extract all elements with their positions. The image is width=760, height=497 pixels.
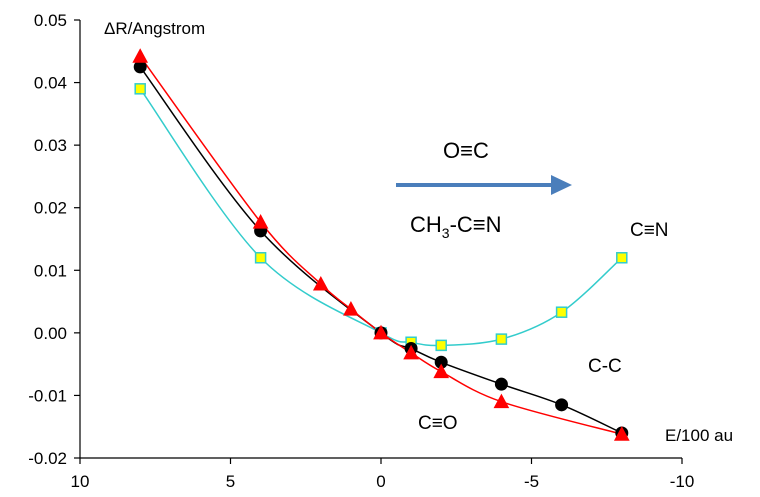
- x-tick-label: 5: [226, 472, 235, 491]
- series-line-co: [139, 55, 622, 435]
- point-cn: [555, 306, 568, 318]
- point-cn: [616, 252, 628, 264]
- series-label-cc: C-C: [588, 356, 622, 377]
- ticks: 10 5 0 -5 -10 -0.02 -0.01 0.00 0.01 0.02 0.03 0.04 0…: [28, 11, 694, 491]
- x-tick-label: 10: [71, 472, 90, 491]
- y-tick-label: -0.01: [28, 386, 67, 405]
- point-co: [493, 393, 510, 409]
- point-co: [403, 344, 419, 360]
- point-cc: [555, 398, 569, 412]
- point-cn: [495, 333, 508, 345]
- point-co: [343, 301, 359, 316]
- y-tick-label: 0.04: [34, 74, 67, 93]
- x-tick-label: 0: [376, 472, 385, 491]
- direction-arrow-head: [551, 175, 572, 195]
- series-label-cn: C≡N: [630, 220, 669, 241]
- x-axis-title: E/100 au: [665, 426, 733, 445]
- series-line-cc: [139, 66, 623, 434]
- point-cn: [254, 252, 267, 264]
- point-co: [433, 363, 450, 379]
- point-co: [613, 426, 630, 441]
- point-co: [373, 324, 389, 340]
- series-label-co: C≡O: [418, 413, 458, 434]
- annotation-ch3-c-triple-n: CH3-C≡N: [410, 212, 502, 241]
- y-tick-label: 0.02: [34, 199, 67, 218]
- y-tick-label: -0.02: [28, 449, 67, 468]
- y-tick-label: 0.05: [34, 11, 67, 30]
- point-co: [132, 48, 149, 63]
- point-co: [312, 275, 329, 291]
- plot-area: [79, 20, 682, 459]
- y-axis-title: ΔR/Angstrom: [104, 19, 205, 38]
- series-line-cn: [139, 88, 623, 347]
- point-cc: [494, 377, 508, 391]
- y-tick-label: 0.00: [34, 324, 67, 343]
- x-tick-label: -10: [670, 472, 695, 491]
- x-tick-label: -5: [524, 472, 539, 491]
- point-cn: [134, 83, 146, 95]
- annotation-o-triple-c: O≡C: [443, 138, 489, 163]
- series-layer: [132, 48, 630, 441]
- point-cn: [435, 339, 447, 352]
- point-co: [252, 214, 269, 229]
- y-tick-label: 0.01: [34, 261, 67, 280]
- y-tick-label: 0.03: [34, 136, 67, 155]
